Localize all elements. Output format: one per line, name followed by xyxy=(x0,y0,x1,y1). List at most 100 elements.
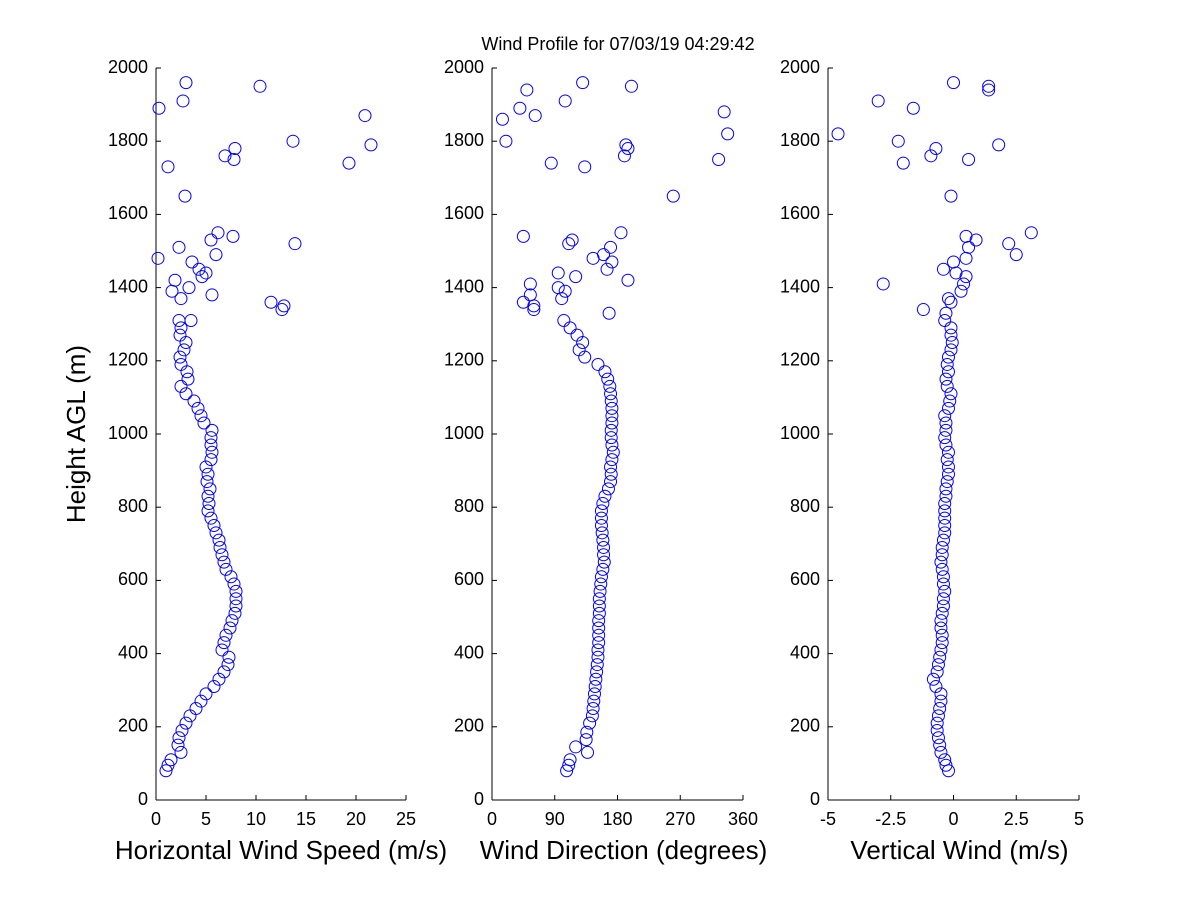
data-point xyxy=(213,540,227,554)
data-point xyxy=(936,592,950,606)
data-point xyxy=(592,599,606,613)
data-point xyxy=(957,277,971,291)
y-tick-label: 200 xyxy=(118,716,148,736)
chart-title: Wind Profile for 07/03/19 04:29:42 xyxy=(481,34,754,54)
data-point xyxy=(605,409,619,423)
data-point xyxy=(604,475,618,489)
data-point xyxy=(931,658,945,672)
data-point xyxy=(587,687,601,701)
data-point xyxy=(939,306,953,320)
data-point xyxy=(621,273,635,287)
y-tick-label: 800 xyxy=(454,496,484,516)
data-point xyxy=(187,394,201,408)
data-point xyxy=(565,233,579,247)
data-point xyxy=(936,577,950,591)
data-point xyxy=(959,229,973,243)
data-point xyxy=(929,142,943,156)
data-point xyxy=(159,764,173,778)
data-point xyxy=(588,680,602,694)
data-point xyxy=(593,584,607,598)
data-point xyxy=(174,292,188,306)
data-point xyxy=(597,248,611,262)
data-point xyxy=(201,489,215,503)
data-point xyxy=(174,357,188,371)
y-tick-label: 2000 xyxy=(780,57,820,77)
x-tick-label: 0 xyxy=(151,809,161,829)
data-point xyxy=(939,489,953,503)
data-point xyxy=(182,281,196,295)
data-point xyxy=(557,314,571,328)
data-point xyxy=(949,266,963,280)
data-point xyxy=(598,365,612,379)
data-point xyxy=(205,423,219,437)
data-point xyxy=(151,251,165,265)
data-point xyxy=(179,716,193,730)
data-point xyxy=(926,672,940,686)
y-tick-label: 800 xyxy=(790,496,820,516)
y-tick-label: 200 xyxy=(454,716,484,736)
data-point xyxy=(935,562,949,576)
data-point xyxy=(604,431,618,445)
data-point xyxy=(228,606,242,620)
data-point xyxy=(181,372,195,386)
data-point xyxy=(544,156,558,170)
data-point xyxy=(992,138,1006,152)
data-point xyxy=(945,336,959,349)
data-point xyxy=(941,467,955,481)
data-point xyxy=(223,621,237,635)
data-point xyxy=(597,540,611,554)
x-tick-label: 0 xyxy=(487,809,497,829)
data-point xyxy=(596,533,610,547)
data-point xyxy=(594,504,608,518)
data-point xyxy=(495,112,509,126)
x-tick-label: 20 xyxy=(346,809,366,829)
data-point xyxy=(930,716,944,730)
x-tick-label: 5 xyxy=(201,809,211,829)
data-point xyxy=(931,731,945,745)
data-point xyxy=(191,401,205,415)
data-point xyxy=(935,548,949,562)
data-point xyxy=(585,709,599,723)
data-point xyxy=(580,725,594,739)
data-point xyxy=(172,240,186,254)
data-point xyxy=(203,482,217,496)
data-point xyxy=(601,482,615,496)
data-point xyxy=(604,467,618,481)
data-point xyxy=(944,343,958,357)
x-tick-label: -5 xyxy=(820,809,836,829)
y-tick-label: 1000 xyxy=(444,423,484,443)
data-point xyxy=(943,394,957,408)
data-point xyxy=(598,489,612,503)
data-point xyxy=(876,277,890,291)
data-point xyxy=(604,394,618,408)
data-point xyxy=(215,643,229,657)
data-point xyxy=(205,288,219,302)
data-point xyxy=(600,262,614,276)
data-point xyxy=(621,142,635,156)
data-point xyxy=(959,270,973,284)
data-point xyxy=(581,745,595,759)
data-point xyxy=(185,255,199,269)
data-point xyxy=(217,665,231,679)
data-point xyxy=(204,233,218,247)
data-point xyxy=(597,548,611,562)
data-point xyxy=(871,94,885,108)
data-point xyxy=(192,262,206,276)
y-tick-label: 2000 xyxy=(444,57,484,77)
data-point xyxy=(831,127,845,141)
y-tick-label: 0 xyxy=(810,789,820,809)
data-point xyxy=(199,687,213,701)
data-point xyxy=(591,650,605,664)
data-point xyxy=(201,467,215,481)
data-point xyxy=(944,295,958,309)
data-point xyxy=(982,83,996,97)
data-point xyxy=(569,270,583,284)
data-point xyxy=(209,248,223,262)
data-point xyxy=(602,306,616,320)
x-tick-label: 180 xyxy=(602,809,632,829)
data-point xyxy=(606,445,620,459)
data-point xyxy=(523,277,537,291)
data-point xyxy=(962,153,976,166)
y-tick-label: 0 xyxy=(138,789,148,809)
data-point xyxy=(916,303,930,317)
